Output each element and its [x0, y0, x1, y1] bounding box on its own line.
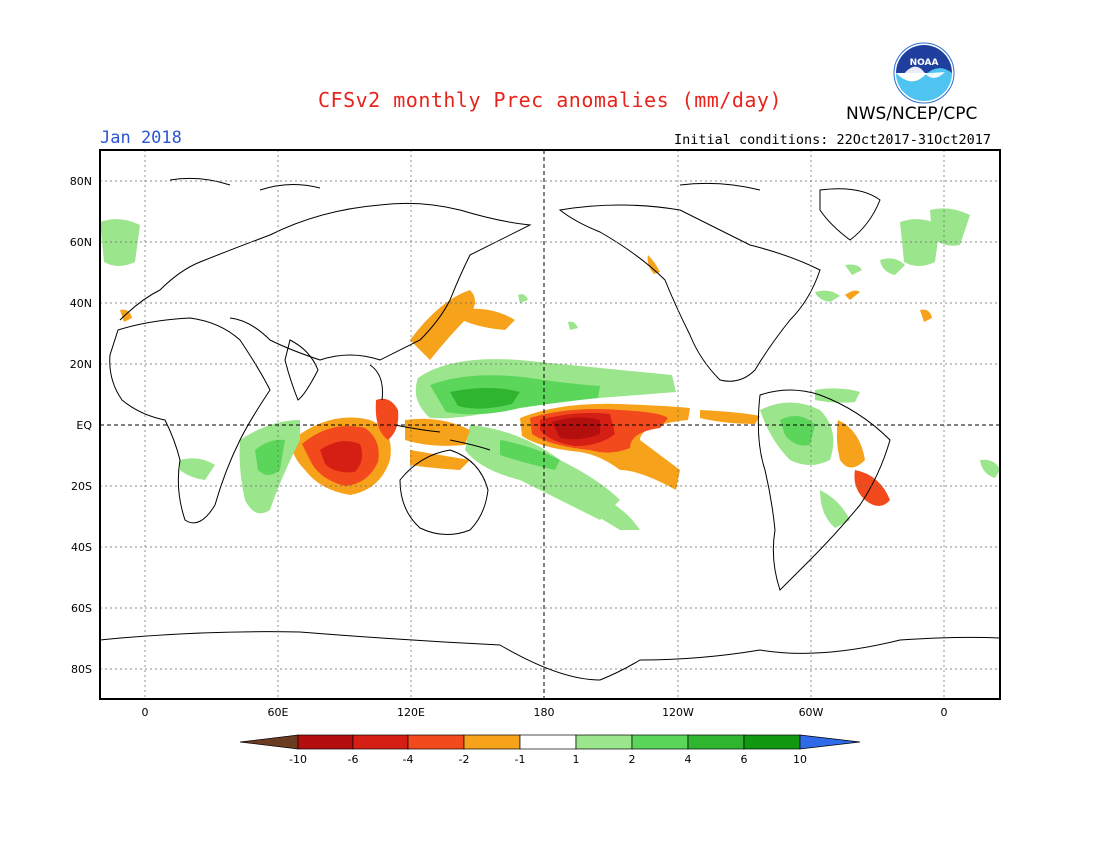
lon-label: 0: [941, 706, 948, 719]
colorbar-tick: -10: [289, 753, 307, 766]
chart-title: CFSv2 monthly Prec anomalies (mm/day): [317, 88, 783, 112]
lat-label: EQ: [76, 419, 92, 432]
colorbar-bin: [297, 734, 354, 750]
noaa-logo: NOAA: [893, 42, 955, 104]
colorbar-bin: [352, 734, 409, 750]
colorbar-bin: [239, 734, 299, 750]
lon-label: 120W: [662, 706, 694, 719]
longitude-labels: 0 60E 120E 180 120W 60W 0: [142, 706, 948, 719]
colorbar-bin: [407, 734, 465, 750]
lon-label: 60E: [268, 706, 289, 719]
svg-text:NOAA: NOAA: [910, 58, 939, 68]
colorbar-bin: [519, 734, 577, 750]
coastlines: [99, 177, 1001, 681]
colorbar-tick: 1: [573, 753, 580, 766]
map-frame: [99, 149, 1001, 700]
colorbar-bin: [631, 734, 689, 750]
forecast-month: Jan 2018: [100, 128, 182, 148]
lon-label: 60W: [799, 706, 824, 719]
latitude-labels: 80N 60N 40N 20N EQ 20S 40S 60S 80S: [70, 175, 93, 676]
colorbar-bin: [687, 734, 745, 750]
colorbar-tick: -2: [459, 753, 470, 766]
colorbar-tick: -1: [515, 753, 526, 766]
colorbar-bin: [799, 734, 861, 750]
organization-label: NWS/NCEP/CPC: [846, 104, 978, 124]
initial-conditions: Initial conditions: 22Oct2017-31Oct2017: [674, 132, 991, 148]
colorbar-bin: [575, 734, 633, 750]
lat-label: 40N: [70, 297, 92, 310]
colorbar-bin: [463, 734, 521, 750]
colorbar-tick: 2: [629, 753, 636, 766]
lon-label: 120E: [397, 706, 425, 719]
colorbar-tick: 4: [685, 753, 692, 766]
colorbar-bin: [743, 734, 801, 750]
lat-label: 20N: [70, 358, 92, 371]
lon-label: 0: [142, 706, 149, 719]
colorbar-tick: 10: [793, 753, 807, 766]
gridlines: [100, 150, 1000, 699]
lat-label: 80S: [71, 663, 92, 676]
colorbar-tick: 6: [741, 753, 748, 766]
lat-label: 60S: [71, 602, 92, 615]
lon-label: 180: [534, 706, 555, 719]
lat-label: 80N: [70, 175, 92, 188]
lat-label: 40S: [71, 541, 92, 554]
colorbar-tick: -4: [403, 753, 414, 766]
lat-label: 20S: [71, 480, 92, 493]
colorbar: -10 -6 -4 -2 -1 1 2 4 6 10: [239, 734, 861, 766]
lat-label: 60N: [70, 236, 92, 249]
colorbar-tick: -6: [348, 753, 359, 766]
